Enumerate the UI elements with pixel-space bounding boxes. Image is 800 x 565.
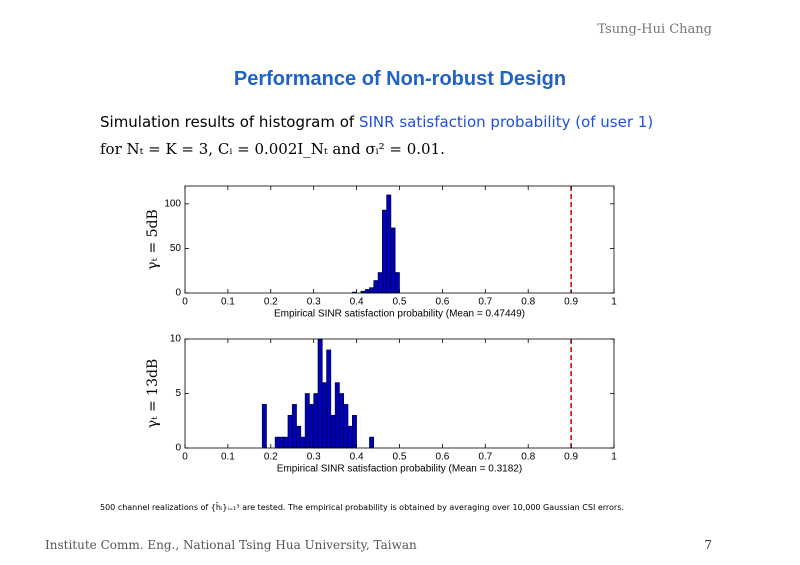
x-tick-label: 0 (182, 297, 188, 308)
y-tick-label: 5 (175, 388, 181, 399)
histogram-bar (369, 287, 375, 294)
histogram-bar (300, 436, 306, 449)
x-tick-label: 0.2 (264, 297, 278, 308)
x-tick-label: 0 (182, 452, 188, 463)
x-tick-label: 0.8 (521, 452, 535, 463)
histogram-bar (287, 414, 293, 449)
histogram-bar (313, 393, 319, 449)
histogram-bar (377, 272, 383, 294)
histogram-bar (279, 436, 284, 449)
x-tick-label: 0.4 (350, 297, 364, 308)
x-tick-label: 0.7 (478, 297, 492, 308)
x-tick-label: 0.4 (350, 452, 364, 463)
histogram-bar (347, 425, 353, 449)
histogram-bar (386, 194, 392, 294)
histogram-bar (296, 425, 302, 449)
x-tick-label: 0.5 (393, 297, 407, 308)
footnote: 500 channel realizations of {h̄ᵢ}ᵢ₌₁³ ar… (100, 503, 624, 512)
histogram-bar (274, 436, 280, 449)
x-tick-label: 1 (611, 452, 617, 463)
x-tick-label: 0.9 (564, 452, 578, 463)
histogram-bar (343, 404, 349, 449)
histogram-bar (330, 414, 336, 449)
y-tick-label: 100 (164, 198, 181, 209)
histogram-bar (261, 404, 267, 449)
histogram-bar (334, 382, 340, 449)
x-tick-label: 0.8 (521, 297, 535, 308)
x-axis-label: Empirical SINR satisfaction probability … (277, 464, 522, 475)
slide-title: Performance of Non-robust Design (233, 68, 567, 90)
histogram-bar (352, 414, 357, 449)
histogram-bar (390, 227, 396, 294)
histogram-bar (364, 289, 370, 294)
axes-box (184, 338, 615, 449)
x-tick-label: 0.7 (478, 452, 492, 463)
histogram-bar (369, 436, 375, 449)
histogram-bar (321, 382, 327, 449)
x-tick-label: 0.9 (564, 297, 578, 308)
x-tick-label: 0.1 (221, 452, 235, 463)
x-tick-label: 0.5 (393, 452, 407, 463)
histogram-bar (283, 436, 289, 449)
x-tick-label: 0.6 (435, 452, 449, 463)
histogram-bar (326, 349, 332, 449)
x-tick-label: 0.2 (264, 452, 278, 463)
x-tick-label: 0.6 (435, 297, 449, 308)
histogram-bar (382, 209, 387, 294)
x-tick-label: 0.1 (221, 297, 235, 308)
intro-highlight: SINR satisfaction probability (of user 1… (358, 113, 654, 131)
y-tick-label: 10 (170, 334, 182, 345)
intro-line2: for Nₜ = K = 3, Cᵢ = 0.002I_Nₜ and σᵢ² =… (100, 140, 445, 158)
histogram-bar (317, 338, 323, 449)
intro-lead: Simulation results of histogram of (100, 113, 355, 131)
page-number: 7 (704, 538, 712, 552)
histogram-bar (309, 404, 315, 449)
y-tick-label: 0 (175, 443, 181, 454)
y-axis-label: γₜ = 5dB (145, 209, 161, 270)
histogram-bar (373, 280, 379, 294)
x-tick-label: 0.3 (307, 452, 321, 463)
histogram-bar (291, 404, 297, 449)
y-tick-label: 50 (170, 243, 182, 254)
x-tick-label: 1 (611, 297, 617, 308)
histogram-bar (304, 393, 310, 449)
x-axis-label: Empirical SINR satisfaction probability … (274, 309, 525, 320)
intro-line: Simulation results of histogram of SINR … (100, 113, 653, 131)
x-tick-label: 0.3 (307, 297, 321, 308)
footer-institution: Institute Comm. Eng., National Tsing Hua… (45, 538, 417, 552)
histogram-bar (339, 393, 345, 449)
y-tick-label: 0 (175, 288, 181, 299)
y-axis-label: γₜ = 13dB (145, 359, 161, 429)
histogram-bar (394, 272, 400, 294)
author: Tsung-Hui Chang (597, 22, 712, 37)
